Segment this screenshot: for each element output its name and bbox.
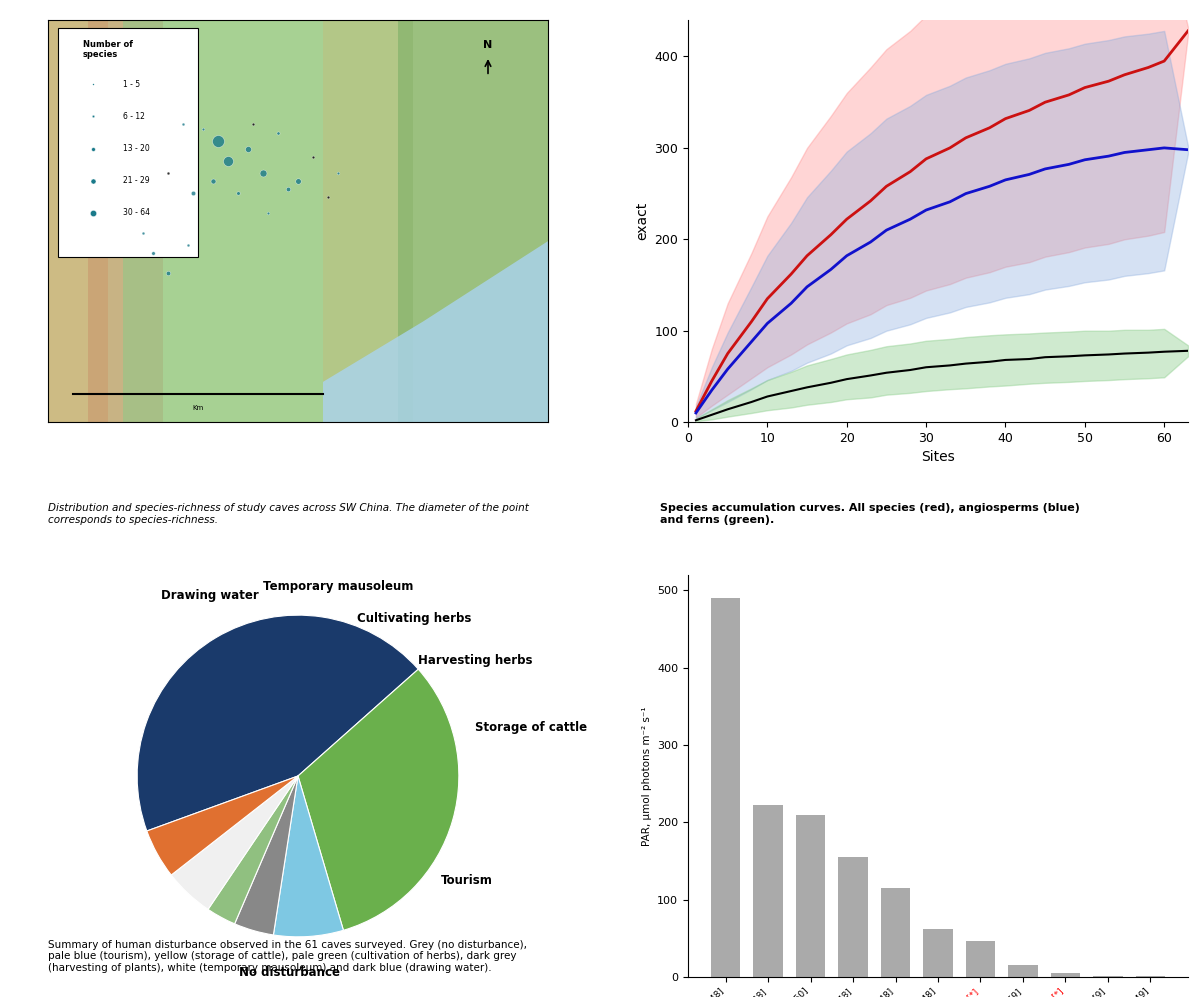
Bar: [1135, 975, 1165, 977]
Polygon shape: [323, 241, 548, 422]
Text: No disturbance: No disturbance: [240, 966, 341, 979]
Y-axis label: PAR, μmol photons m⁻² s⁻¹: PAR, μmol photons m⁻² s⁻¹: [642, 706, 652, 845]
Bar: [796, 815, 826, 977]
Wedge shape: [172, 776, 298, 909]
Wedge shape: [235, 776, 298, 935]
Wedge shape: [146, 776, 298, 875]
Text: 30 - 64: 30 - 64: [122, 208, 150, 217]
Wedge shape: [298, 669, 458, 930]
Text: Species accumulation curves. All species (red), angiosperms (blue)
and ferns (gr: Species accumulation curves. All species…: [660, 503, 1080, 525]
Bar: [122, 20, 323, 422]
Bar: [88, 20, 163, 422]
Text: 21 - 29: 21 - 29: [122, 176, 150, 185]
Text: Distribution and species-richness of study caves across SW China. The diameter o: Distribution and species-richness of stu…: [48, 503, 529, 525]
Text: Km: Km: [192, 405, 204, 411]
Bar: [838, 857, 868, 977]
Text: Tourism: Tourism: [440, 874, 493, 887]
Text: Number of
species: Number of species: [83, 40, 133, 60]
Bar: [1050, 973, 1080, 977]
Wedge shape: [274, 776, 343, 937]
Bar: [1008, 965, 1038, 977]
Bar: [881, 888, 911, 977]
Bar: [398, 20, 548, 422]
Bar: [48, 20, 108, 422]
Wedge shape: [137, 615, 419, 831]
Bar: [966, 941, 995, 977]
FancyBboxPatch shape: [58, 28, 198, 257]
Text: N: N: [484, 40, 493, 50]
Bar: [923, 929, 953, 977]
Bar: [754, 806, 782, 977]
Bar: [1093, 975, 1123, 977]
Bar: [710, 598, 740, 977]
Text: Harvesting herbs: Harvesting herbs: [418, 654, 532, 667]
Text: Drawing water: Drawing water: [161, 589, 258, 602]
Text: 1 - 5: 1 - 5: [122, 80, 140, 89]
Text: 13 - 20: 13 - 20: [122, 145, 150, 154]
X-axis label: Sites: Sites: [922, 451, 955, 465]
Y-axis label: exact: exact: [635, 201, 649, 240]
Bar: [323, 20, 413, 422]
Text: 6 - 12: 6 - 12: [122, 112, 145, 121]
Text: Temporary mausoleum: Temporary mausoleum: [263, 579, 414, 592]
Text: Summary of human disturbance observed in the 61 caves surveyed. Grey (no disturb: Summary of human disturbance observed in…: [48, 940, 527, 973]
Wedge shape: [208, 776, 298, 924]
Text: Cultivating herbs: Cultivating herbs: [356, 612, 472, 625]
Text: Storage of cattle: Storage of cattle: [475, 721, 587, 734]
